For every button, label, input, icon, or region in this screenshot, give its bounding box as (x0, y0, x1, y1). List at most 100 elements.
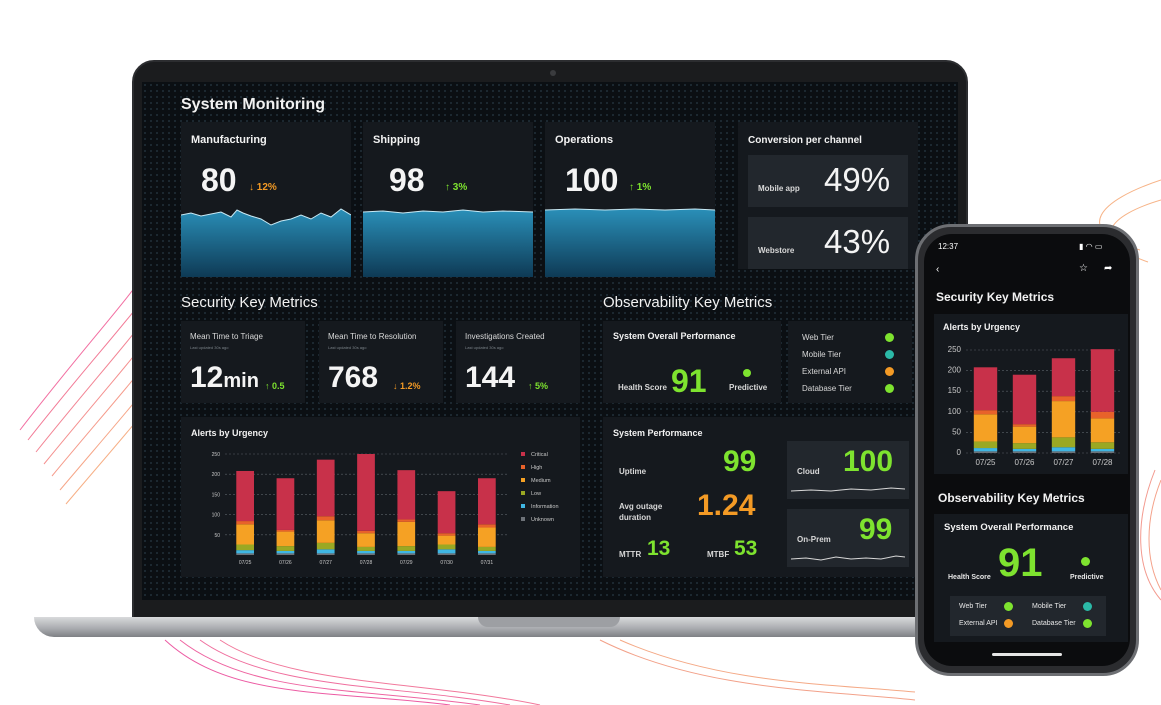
bar-segment-medium[interactable] (236, 524, 255, 545)
bar-segment-high[interactable] (316, 516, 335, 521)
bar-segment-unknown[interactable] (236, 553, 255, 555)
bar-segment-medium[interactable] (357, 533, 375, 547)
legend-swatch (521, 517, 525, 521)
bar-segment-critical[interactable] (973, 367, 998, 411)
bar-segment-high[interactable] (477, 524, 496, 528)
bar-segment-information[interactable] (1051, 447, 1076, 452)
health-value: 91 (671, 363, 707, 399)
bar-segment-medium[interactable] (1012, 426, 1037, 444)
bar-segment-medium[interactable] (973, 414, 998, 442)
bar-segment-unknown[interactable] (1012, 451, 1037, 453)
bar-segment-low[interactable] (276, 546, 295, 551)
metric-label: Mean Time to Resolution (328, 332, 417, 341)
bar-segment-high[interactable] (1051, 396, 1076, 402)
bar-segment-medium[interactable] (397, 521, 416, 547)
laptop-screen: System Monitoring Manufacturing 80 ↓ 12%… (142, 82, 958, 600)
bar-segment-information[interactable] (1090, 448, 1115, 452)
bar-segment-high[interactable] (276, 529, 295, 532)
bar-segment-medium[interactable] (477, 527, 496, 547)
phone-security-title: Security Key Metrics (936, 290, 1055, 304)
bar-segment-unknown[interactable] (1090, 451, 1115, 453)
card-value: 80 (201, 162, 237, 198)
bar-segment-critical[interactable] (437, 491, 456, 534)
bar-segment-information[interactable] (1012, 448, 1037, 452)
conversion-row-mobile[interactable]: Mobile app 49% (748, 155, 908, 207)
bar-segment-unknown[interactable] (357, 553, 375, 555)
bar-segment-low[interactable] (357, 546, 375, 551)
bar-segment-low[interactable] (1051, 437, 1076, 448)
bar-segment-low[interactable] (316, 542, 335, 550)
bar-segment-critical[interactable] (357, 454, 375, 531)
bar-segment-critical[interactable] (1090, 349, 1115, 412)
onprem-box[interactable]: On-Prem 99 (787, 509, 909, 567)
bar-segment-high[interactable] (1090, 411, 1115, 419)
bar-segment-low[interactable] (1090, 442, 1115, 449)
bar-segment-high[interactable] (236, 521, 255, 525)
card-shipping[interactable]: Shipping 98 ↑ 3% (363, 122, 533, 277)
bar-segment-critical[interactable] (1012, 374, 1037, 425)
bar-segment-high[interactable] (973, 410, 998, 415)
metric-triage[interactable]: Mean Time to Triage Last updated 30s ago… (181, 321, 305, 403)
phone-observability-title: Observability Key Metrics (938, 491, 1085, 505)
bar-segment-unknown[interactable] (1051, 451, 1076, 453)
bar-segment-information[interactable] (973, 448, 998, 452)
bar-segment-unknown[interactable] (276, 553, 295, 555)
bar-segment-low[interactable] (477, 546, 496, 551)
bar-segment-unknown[interactable] (973, 451, 998, 453)
bar-segment-low[interactable] (1012, 443, 1037, 449)
bar-segment-information[interactable] (276, 550, 295, 554)
legend-swatch (521, 491, 525, 495)
bar-segment-unknown[interactable] (477, 553, 496, 555)
bar-segment-unknown[interactable] (437, 553, 456, 555)
bar-segment-information[interactable] (236, 550, 255, 554)
phone-tier-label: Mobile Tier (1032, 603, 1067, 610)
bar-segment-critical[interactable] (477, 478, 496, 525)
bar-segment-high[interactable] (397, 519, 416, 522)
bar-segment-critical[interactable] (316, 459, 335, 517)
cloud-box[interactable]: Cloud 100 (787, 441, 909, 499)
bar-segment-medium[interactable] (276, 531, 295, 547)
bar-segment-low[interactable] (437, 544, 456, 550)
conversion-row-webstore[interactable]: Webstore 43% (748, 217, 908, 269)
health-label: Health Score (618, 383, 667, 392)
bar-segment-information[interactable] (437, 549, 456, 554)
bar-segment-information[interactable] (357, 550, 375, 554)
metric-value: 768 (328, 361, 379, 394)
bar-segment-unknown[interactable] (316, 553, 335, 555)
star-icon[interactable]: ☆ (1079, 263, 1088, 274)
x-tick-label: 07/26 (279, 560, 292, 566)
system-title: System Performance (613, 428, 703, 438)
bar-segment-high[interactable] (1012, 424, 1037, 427)
bar-segment-critical[interactable] (397, 470, 416, 520)
bar-segment-medium[interactable] (437, 535, 456, 545)
bar-segment-high[interactable] (437, 533, 456, 536)
bar-segment-critical[interactable] (236, 470, 255, 522)
card-operations[interactable]: Operations 100 ↑ 1% (545, 122, 715, 277)
metric-investigations[interactable]: Investigations Created Last updated 30s … (456, 321, 580, 403)
metric-resolution[interactable]: Mean Time to Resolution Last updated 30s… (319, 321, 443, 403)
home-indicator[interactable] (992, 653, 1062, 656)
phone-alerts-title: Alerts by Urgency (943, 322, 1021, 332)
bar-segment-low[interactable] (973, 441, 998, 449)
overall-performance-panel[interactable]: System Overall Performance Health Score … (603, 321, 781, 403)
legend-swatch (521, 465, 525, 469)
bar-segment-medium[interactable] (1090, 418, 1115, 443)
bar-segment-information[interactable] (477, 550, 496, 554)
bar-segment-medium[interactable] (1051, 401, 1076, 438)
phone-predictive-label: Predictive (1070, 574, 1104, 581)
card-label: Shipping (373, 134, 421, 146)
bar-segment-critical[interactable] (276, 478, 295, 530)
bar-segment-high[interactable] (357, 530, 375, 534)
bar-segment-information[interactable] (316, 549, 335, 554)
bar-segment-critical[interactable] (1051, 358, 1076, 397)
bar-segment-low[interactable] (236, 544, 255, 551)
back-icon[interactable]: ‹ (936, 264, 940, 275)
bar-segment-medium[interactable] (316, 520, 335, 543)
conversion-title: Conversion per channel (748, 135, 862, 146)
bar-segment-low[interactable] (397, 546, 416, 551)
bar-segment-unknown[interactable] (397, 553, 416, 555)
bar-segment-information[interactable] (397, 550, 416, 554)
card-manufacturing[interactable]: Manufacturing 80 ↓ 12% (181, 122, 351, 277)
card-delta: ↑ 3% (445, 182, 468, 193)
share-icon[interactable]: ➦ (1104, 263, 1113, 274)
